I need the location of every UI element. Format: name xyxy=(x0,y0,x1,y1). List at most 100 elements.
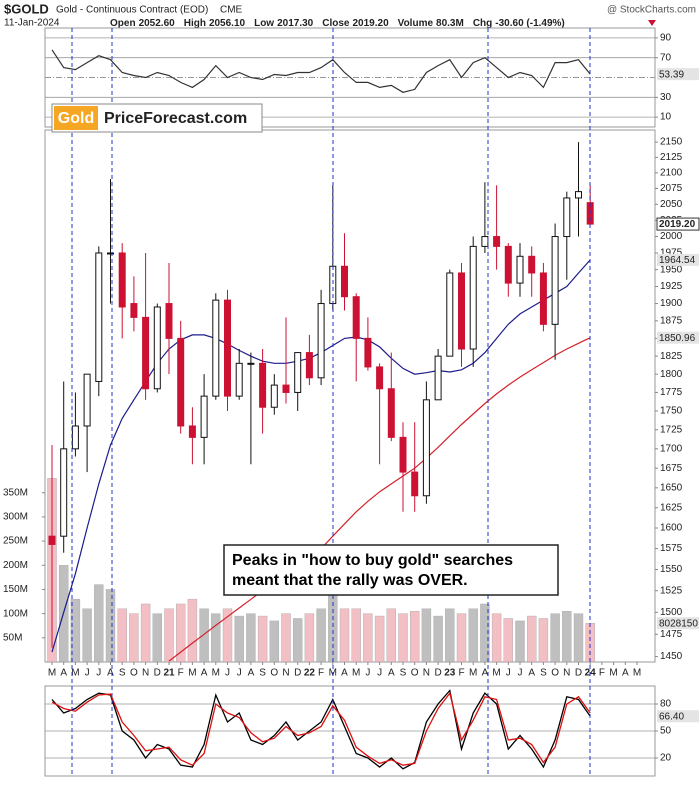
y-tick-label: 1650 xyxy=(660,482,683,493)
y-tick-label: 2050 xyxy=(660,199,683,210)
candle-body xyxy=(153,306,161,390)
candle-body xyxy=(224,299,231,397)
x-tick-label: S xyxy=(400,668,407,679)
quote-label: High xyxy=(184,18,206,29)
indicator-line xyxy=(51,691,591,766)
volume-bar xyxy=(304,613,315,663)
quote-value: 2019.20 xyxy=(352,18,389,29)
candle-body xyxy=(317,303,325,379)
y-tick-label: 1725 xyxy=(660,424,683,435)
x-tick-label: A xyxy=(107,668,114,679)
volume-bar xyxy=(503,618,513,663)
volume-bar xyxy=(515,620,525,663)
x-tick-label: F xyxy=(318,668,324,679)
last-value-label: 8028150 xyxy=(659,618,698,629)
watermark: @ StockCharts.com xyxy=(607,5,696,16)
x-tick-label: N xyxy=(423,668,430,679)
indicator-line xyxy=(51,689,591,770)
x-tick-label: M xyxy=(609,668,617,679)
y-tick-label: 1500 xyxy=(660,607,683,618)
x-tick-label: D xyxy=(434,668,441,679)
x-tick-label: D xyxy=(575,668,582,679)
y-tick-label: 1825 xyxy=(660,351,683,362)
y-tick-label: 20 xyxy=(660,753,672,764)
candle-body xyxy=(516,255,524,284)
candle-body xyxy=(528,255,536,274)
x-tick-label: M xyxy=(71,668,79,679)
volume-bar xyxy=(105,589,116,663)
candle-body xyxy=(142,316,150,390)
candle-body xyxy=(177,337,185,427)
candle-body xyxy=(341,265,348,298)
volume-bar xyxy=(421,608,432,663)
candle-body xyxy=(481,236,489,247)
y-tick-label: 1775 xyxy=(660,387,683,398)
volume-bar xyxy=(374,615,385,663)
candle-body xyxy=(387,388,395,438)
volume-bar xyxy=(585,622,595,663)
volume-bar xyxy=(351,608,361,663)
annotation-box xyxy=(223,544,559,596)
volume-bar xyxy=(82,608,92,663)
volume-bar xyxy=(398,613,408,663)
x-tick-label: N xyxy=(142,668,149,679)
candle-body xyxy=(352,296,360,339)
x-tick-label: S xyxy=(119,668,126,679)
candle-body xyxy=(376,366,384,390)
candle-body xyxy=(188,425,196,438)
x-tick-label: J xyxy=(518,668,523,679)
y-tick-label: 1475 xyxy=(660,629,683,640)
quote-label: Chg xyxy=(473,18,492,29)
volume-bar xyxy=(480,603,490,663)
candle-body xyxy=(235,362,243,397)
date: 11-Jan-2024 xyxy=(4,18,60,29)
y-tick-label: 90 xyxy=(660,33,672,44)
annotation-line: Peaks in "how to buy gold" searches xyxy=(232,552,513,569)
x-tick-label: A xyxy=(482,668,489,679)
volume-bar xyxy=(129,613,139,663)
x-tick-label: J xyxy=(365,668,370,679)
last-value-box xyxy=(657,331,699,344)
candle-body xyxy=(422,399,430,497)
x-tick-label: M xyxy=(492,668,500,679)
candle-body xyxy=(247,362,255,365)
x-tick-label: J xyxy=(506,668,511,679)
x-tick-label: A xyxy=(60,668,67,679)
down-arrow xyxy=(648,20,656,26)
x-tick-label: J xyxy=(225,668,230,679)
candle-body xyxy=(165,303,173,339)
last-value-label: 1964.54 xyxy=(659,255,696,266)
volume-bar xyxy=(527,615,537,663)
x-tick-label: J xyxy=(377,668,382,679)
y2-tick-label: 250M xyxy=(3,536,28,547)
candle-body xyxy=(411,471,419,497)
volume-bar xyxy=(246,613,256,663)
x-tick-label: F xyxy=(599,668,605,679)
candle-body xyxy=(469,245,477,350)
candle-body xyxy=(95,252,103,382)
quote-value: 2056.10 xyxy=(209,18,246,29)
plot-layer: 10 30 70 90 53.39 1450 1475 1500 1525 1550 1575 160… xyxy=(3,33,700,770)
x-tick-label: A xyxy=(528,668,535,679)
x-tick-label: O xyxy=(270,668,278,679)
y-tick-label: 1750 xyxy=(660,406,683,417)
x-tick-label: S xyxy=(259,668,266,679)
last-value-label: 2019.20 xyxy=(659,219,696,230)
volume-bar xyxy=(410,611,420,663)
last-value-label: 1850.96 xyxy=(659,333,696,344)
volume-bar xyxy=(468,608,478,663)
y-tick-label: 50 xyxy=(660,726,672,737)
volume-bar xyxy=(70,598,81,663)
volume-bar xyxy=(293,618,303,663)
candle-body xyxy=(130,303,138,318)
volume-bar xyxy=(140,603,151,663)
volume-bar xyxy=(573,613,584,663)
quote-value: -30.60 (-1.49%) xyxy=(495,18,564,29)
quote-label: Low xyxy=(254,18,274,29)
volume-bar xyxy=(117,608,127,663)
volume-bar xyxy=(386,608,396,663)
volume-bar xyxy=(164,608,174,663)
logo-name: PriceForecast.com xyxy=(104,110,247,127)
y2-tick-label: 350M xyxy=(3,487,28,498)
x-tick-label: J xyxy=(237,668,242,679)
